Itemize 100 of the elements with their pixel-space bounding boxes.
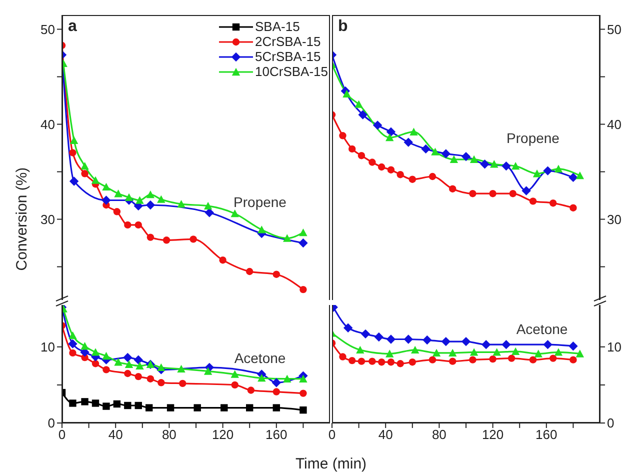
point xyxy=(146,190,155,198)
point xyxy=(576,350,584,358)
point xyxy=(124,402,132,410)
point xyxy=(348,145,356,153)
point xyxy=(247,386,255,394)
x-tick-label: 0 xyxy=(328,427,336,442)
point xyxy=(529,198,537,205)
point xyxy=(576,171,584,180)
point xyxy=(146,200,156,210)
point xyxy=(69,149,76,156)
point xyxy=(283,234,292,242)
point xyxy=(449,185,456,192)
chart-title: b xyxy=(338,18,348,36)
point xyxy=(70,136,78,144)
point xyxy=(489,355,496,363)
point xyxy=(568,342,578,351)
point xyxy=(404,138,413,147)
point xyxy=(502,161,511,171)
point xyxy=(272,378,281,388)
point xyxy=(448,348,457,357)
annotation: Acetone xyxy=(234,350,286,366)
point xyxy=(102,366,110,374)
point xyxy=(162,236,170,244)
point xyxy=(534,350,542,358)
y-axis-title: Conversion (%) xyxy=(14,167,30,271)
x-tick-label: 40 xyxy=(378,427,393,442)
point xyxy=(509,190,516,198)
point xyxy=(404,334,413,344)
point xyxy=(360,329,370,339)
legend-label: 2CrSBA-15 xyxy=(255,34,321,49)
point xyxy=(396,360,404,368)
point xyxy=(482,340,491,350)
point xyxy=(134,372,142,380)
y-tick-label: 0 xyxy=(607,416,614,431)
point xyxy=(300,406,307,414)
x-tick-label: 160 xyxy=(536,427,558,442)
point xyxy=(410,128,418,136)
x-tick-label: 0 xyxy=(58,427,66,442)
point xyxy=(81,398,88,406)
point xyxy=(157,363,166,372)
point xyxy=(348,356,356,364)
point xyxy=(428,172,436,180)
point xyxy=(158,379,165,386)
point xyxy=(511,162,520,170)
point xyxy=(368,158,376,166)
point xyxy=(92,360,100,368)
point xyxy=(124,370,132,378)
y-tick-label: 0 xyxy=(48,416,55,431)
point xyxy=(461,152,471,162)
point xyxy=(146,375,154,382)
point xyxy=(339,353,346,360)
point xyxy=(69,400,76,407)
point xyxy=(570,204,577,212)
point xyxy=(343,323,353,332)
point xyxy=(428,356,436,364)
point xyxy=(387,358,395,366)
point xyxy=(358,358,366,365)
point xyxy=(387,166,395,174)
point xyxy=(272,388,280,396)
point xyxy=(469,190,476,198)
point xyxy=(91,348,100,356)
y-tick-label: 10 xyxy=(40,339,55,354)
point xyxy=(177,364,186,373)
point xyxy=(441,336,450,346)
point xyxy=(570,356,577,364)
point xyxy=(146,234,154,241)
annotation: Acetone xyxy=(516,321,568,337)
y-tick-label: 10 xyxy=(607,339,622,354)
point xyxy=(339,132,346,140)
point xyxy=(554,164,563,172)
point xyxy=(374,332,384,342)
point xyxy=(134,221,142,229)
point xyxy=(114,190,122,198)
point xyxy=(450,155,458,163)
point xyxy=(136,196,144,204)
point xyxy=(124,221,132,229)
point xyxy=(134,355,143,364)
x-tick-label: 40 xyxy=(108,427,123,442)
y-tick-label: 40 xyxy=(40,116,55,132)
point xyxy=(300,286,307,294)
point xyxy=(396,171,404,178)
point xyxy=(157,195,166,203)
point xyxy=(432,348,441,357)
point xyxy=(177,200,186,208)
point xyxy=(372,120,382,130)
point xyxy=(136,362,144,370)
point xyxy=(368,358,376,365)
x-tick-label: 120 xyxy=(482,427,504,442)
point xyxy=(69,176,79,186)
y-tick-label: 50 xyxy=(607,22,622,37)
point xyxy=(166,404,174,412)
point xyxy=(102,402,110,410)
point xyxy=(386,133,394,142)
point xyxy=(470,155,478,163)
chart-title: a xyxy=(68,18,77,36)
y-tick-label: 30 xyxy=(607,212,622,227)
point xyxy=(102,352,110,360)
point xyxy=(194,404,201,412)
point xyxy=(272,404,280,412)
point xyxy=(358,152,366,160)
